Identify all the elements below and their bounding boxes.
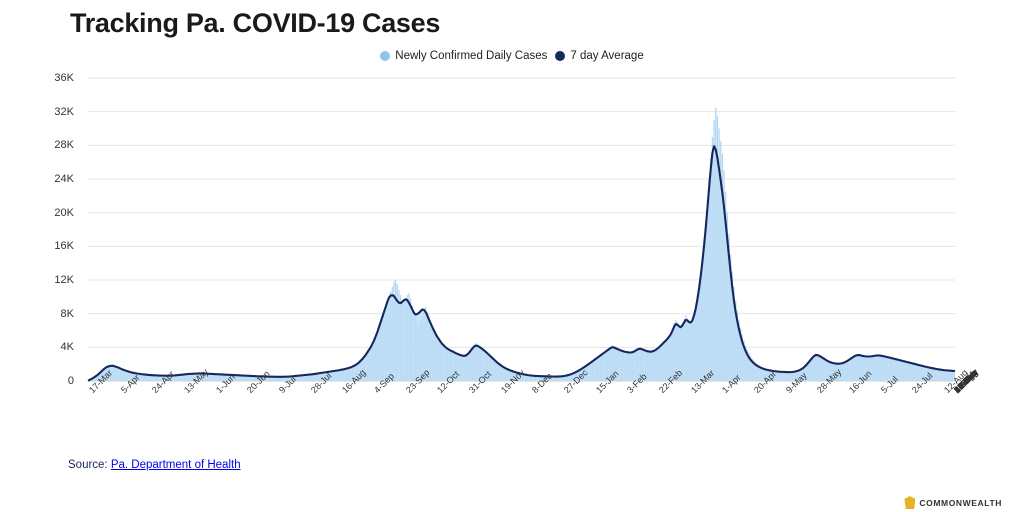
x-axis-tick: 31-Oct (466, 368, 494, 396)
x-axis-tick: 16-Jun (847, 368, 874, 396)
legend-swatch-daily-cases (380, 51, 391, 61)
y-axis-tick: 12K (54, 274, 74, 286)
x-axis-tick: 20-Apr (752, 368, 779, 396)
legend-swatch-7day-average (555, 51, 566, 61)
x-axis-tick: 24-Jul (910, 370, 935, 396)
page-title: Tracking Pa. COVID-19 Cases (70, 8, 441, 38)
y-axis-tick: 36K (54, 72, 74, 84)
legend-item-7day-average: 7 day Average (555, 50, 644, 62)
legend-label-7day-average: 7 day Average (570, 50, 644, 62)
y-axis-tick: 20K (54, 206, 74, 219)
x-axis-tick: 1-Jun (213, 372, 237, 396)
commonwealth-logo: COMMONWEALTH (904, 496, 1002, 509)
x-axis-tick: 15-Jan (593, 368, 621, 396)
x-axis-tick: 24-Apr (150, 368, 177, 396)
x-axis-tick: 16-Aug (340, 367, 368, 396)
x-axis-tick: 17-Mar (86, 367, 115, 396)
x-axis-tick: 22-Feb (657, 367, 685, 396)
x-axis-tick: 28-Jul (308, 370, 333, 396)
x-axis-tick: 28-May (815, 366, 844, 396)
x-axis-tick: 27-Dec (562, 367, 590, 396)
x-axis-tick: 12-Oct (435, 368, 462, 396)
keystone-icon (904, 496, 916, 509)
x-axis-tick: 4-Sep (371, 371, 397, 396)
y-axis-tick: 16K (54, 240, 74, 253)
legend-label-daily-cases: Newly Confirmed Daily Cases (395, 50, 548, 62)
source-prefix: Source: (68, 459, 111, 471)
y-axis-tick: 32K (54, 105, 74, 118)
x-axis-tick: 13-Mar (688, 367, 716, 396)
source-note: Source: Pa. Department of Health (68, 459, 241, 471)
x-axis-tick: 13-May (181, 366, 211, 396)
chart-legend: Newly Confirmed Daily Cases 7 day Averag… (0, 50, 1024, 62)
y-axis-labels: 0 4K 8K 12K 16K 20K 24K 28K 32K 36K (0, 0, 86, 512)
x-axis-tick: 20-Jun (245, 368, 272, 396)
y-axis-tick: 4K (60, 341, 74, 354)
y-axis-tick: 28K (54, 139, 74, 152)
y-axis-tick: 0 (67, 375, 74, 387)
x-axis-tick: 23-Sep (403, 367, 432, 396)
x-axis-tick: 3-Feb (625, 371, 650, 396)
x-axis-tick: 19-Nov (498, 367, 527, 396)
y-axis-tick: 24K (54, 173, 74, 185)
source-link[interactable]: Pa. Department of Health (110, 459, 241, 471)
x-axis-tick: 9-Jul (276, 374, 298, 396)
commonwealth-wordmark: COMMONWEALTH (919, 497, 1002, 508)
x-axis-tick: 5-Jul (878, 374, 900, 396)
x-axis-tick: 9-May (783, 370, 809, 396)
y-axis-tick: 8K (60, 307, 74, 320)
legend-item-daily-cases: Newly Confirmed Daily Cases (380, 50, 547, 62)
x-axis-tick: 8-Dec (530, 371, 555, 396)
x-axis-tick: 5-Apr (118, 372, 142, 396)
x-axis-tick: 1-Apr (720, 372, 744, 396)
